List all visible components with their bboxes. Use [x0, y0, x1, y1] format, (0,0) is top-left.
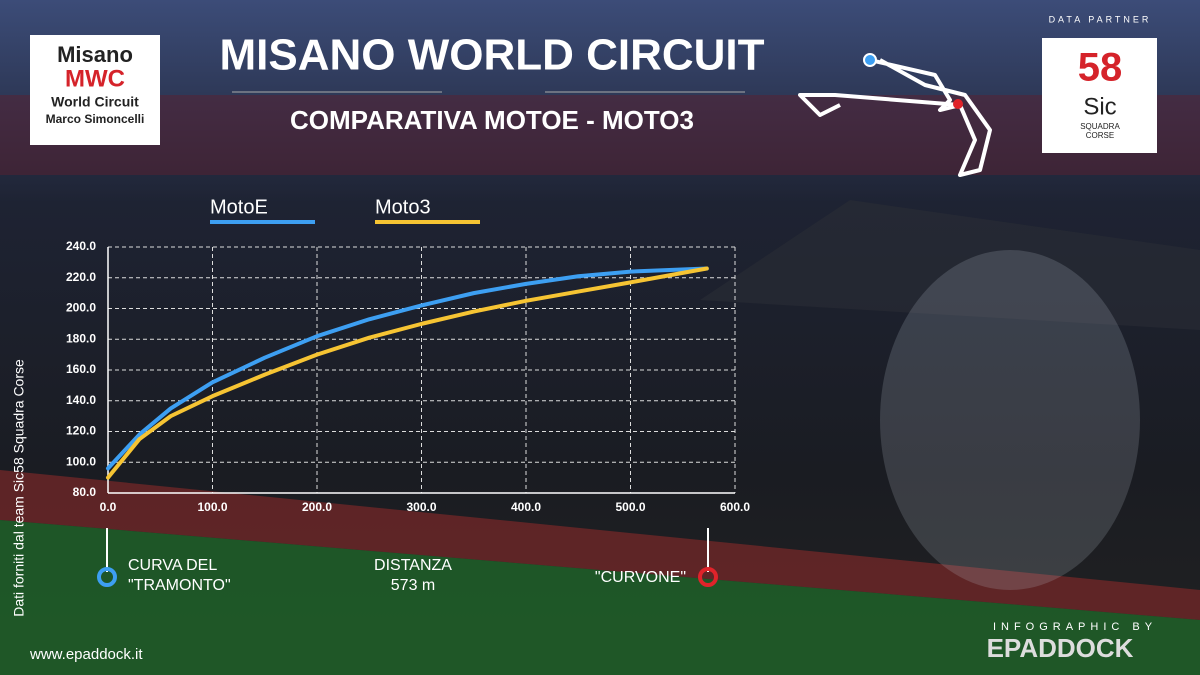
- brand: EPADDOCK: [987, 633, 1134, 663]
- logo-right: [1042, 38, 1157, 153]
- data-partner: DATA PARTNER: [1049, 14, 1152, 24]
- logo-text: World Circuit: [51, 94, 139, 110]
- chart-subtitle: COMPARATIVA MOTOE - MOTO3: [290, 105, 694, 135]
- logo-text: 58: [1078, 46, 1123, 90]
- x-tick-label: 200.0: [302, 500, 332, 514]
- grass: [0, 520, 1200, 675]
- chart-title: MISANO WORLD CIRCUIT: [219, 31, 764, 80]
- y-tick-label: 220.0: [66, 270, 96, 284]
- y-tick-label: 120.0: [66, 424, 96, 438]
- x-tick-label: 300.0: [406, 500, 436, 514]
- logo-text: Misano: [57, 42, 133, 67]
- logo-text: SQUADRA: [1080, 122, 1120, 131]
- y-tick-label: 100.0: [66, 454, 96, 468]
- annotation: CURVA DEL: [128, 557, 217, 574]
- y-tick-label: 180.0: [66, 331, 96, 345]
- website: www.epaddock.it: [29, 646, 143, 663]
- x-tick-label: 500.0: [615, 500, 645, 514]
- track-marker: [953, 99, 963, 109]
- x-tick-label: 400.0: [511, 500, 541, 514]
- y-tick-label: 140.0: [66, 393, 96, 407]
- logo-text: CORSE: [1086, 131, 1114, 140]
- annotation: "CURVONE": [595, 569, 686, 586]
- series-line: [106, 266, 709, 480]
- series-line: [106, 266, 709, 471]
- logo-mark: MWC: [65, 65, 125, 92]
- y-tick-label: 200.0: [66, 301, 96, 315]
- logo-left: [30, 35, 160, 145]
- annotation: 573 m: [391, 577, 435, 594]
- annotation: "TRAMONTO": [128, 577, 231, 594]
- y-tick-label: 160.0: [66, 362, 96, 376]
- y-tick-label: 240.0: [66, 239, 96, 253]
- marker: [97, 567, 117, 587]
- annotation: DISTANZA: [374, 557, 452, 574]
- marker: [698, 567, 718, 587]
- x-tick-label: 0.0: [100, 500, 117, 514]
- logo-text: Marco Simoncelli: [46, 112, 145, 126]
- logo-text: Sic: [1083, 93, 1116, 120]
- banner-band: [0, 95, 1200, 175]
- x-tick-label: 100.0: [197, 500, 227, 514]
- track-map: [798, 58, 992, 177]
- kerb: [0, 470, 1200, 620]
- legend-label: Moto3: [375, 196, 431, 218]
- credit: INFOGRAPHIC BY: [993, 621, 1157, 633]
- y-tick-label: 80.0: [73, 485, 97, 499]
- track-marker: [863, 53, 877, 67]
- track: [700, 200, 1200, 330]
- x-tick-label: 600.0: [720, 500, 750, 514]
- rider: [880, 250, 1140, 590]
- chart: 80.0 100.0 120.0 140.0 160.0 180.0 200.0 220.0 2…: [66, 196, 750, 514]
- source: Dati forniti dal team Sic58 Squadra Cors…: [11, 359, 27, 617]
- legend-label: MotoE: [210, 196, 268, 218]
